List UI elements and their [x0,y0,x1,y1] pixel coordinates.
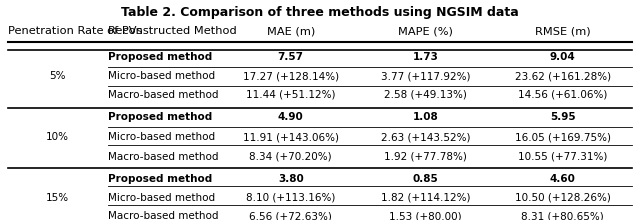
Text: 8.10 (+113.16%): 8.10 (+113.16%) [246,192,335,203]
Text: RMSE (m): RMSE (m) [535,26,591,36]
Text: 15%: 15% [45,192,68,203]
Text: 10.50 (+128.26%): 10.50 (+128.26%) [515,192,611,203]
Text: 9.04: 9.04 [550,52,575,62]
Text: 6.56 (+72.63%): 6.56 (+72.63%) [249,211,332,220]
Text: 11.91 (+143.06%): 11.91 (+143.06%) [243,132,339,142]
Text: 10%: 10% [45,132,68,142]
Text: 5%: 5% [49,71,65,81]
Text: Table 2. Comparison of three methods using NGSIM data: Table 2. Comparison of three methods usi… [121,6,519,19]
Text: 17.27 (+128.14%): 17.27 (+128.14%) [243,71,339,81]
Text: Reconstructed Method: Reconstructed Method [108,26,237,36]
Text: 1.08: 1.08 [413,112,438,122]
Text: MAPE (%): MAPE (%) [398,26,453,36]
Text: 1.53 (+80.00): 1.53 (+80.00) [390,211,462,220]
Text: 0.85: 0.85 [413,174,438,184]
Text: Micro-based method: Micro-based method [108,192,216,203]
Text: 10.55 (+77.31%): 10.55 (+77.31%) [518,152,607,161]
Text: 3.80: 3.80 [278,174,303,184]
Text: 14.56 (+61.06%): 14.56 (+61.06%) [518,90,607,100]
Text: 4.90: 4.90 [278,112,303,122]
Text: 1.82 (+114.12%): 1.82 (+114.12%) [381,192,470,203]
Text: 2.63 (+143.52%): 2.63 (+143.52%) [381,132,470,142]
Text: Macro-based method: Macro-based method [108,152,219,161]
Text: 8.31 (+80.65%): 8.31 (+80.65%) [522,211,604,220]
Text: 3.77 (+117.92%): 3.77 (+117.92%) [381,71,470,81]
Text: Proposed method: Proposed method [108,112,212,122]
Text: Micro-based method: Micro-based method [108,132,216,142]
Text: 23.62 (+161.28%): 23.62 (+161.28%) [515,71,611,81]
Text: Proposed method: Proposed method [108,52,212,62]
Text: Penetration Rate of PVs: Penetration Rate of PVs [8,26,142,36]
Text: 7.57: 7.57 [278,52,304,62]
Text: Macro-based method: Macro-based method [108,90,219,100]
Text: 4.60: 4.60 [550,174,576,184]
Text: 11.44 (+51.12%): 11.44 (+51.12%) [246,90,335,100]
Text: 1.92 (+77.78%): 1.92 (+77.78%) [385,152,467,161]
Text: 2.58 (+49.13%): 2.58 (+49.13%) [385,90,467,100]
Text: 8.34 (+70.20%): 8.34 (+70.20%) [250,152,332,161]
Text: MAE (m): MAE (m) [267,26,315,36]
Text: 5.95: 5.95 [550,112,575,122]
Text: Proposed method: Proposed method [108,174,212,184]
Text: 16.05 (+169.75%): 16.05 (+169.75%) [515,132,611,142]
Text: Micro-based method: Micro-based method [108,71,216,81]
Text: Macro-based method: Macro-based method [108,211,219,220]
Text: 1.73: 1.73 [413,52,438,62]
